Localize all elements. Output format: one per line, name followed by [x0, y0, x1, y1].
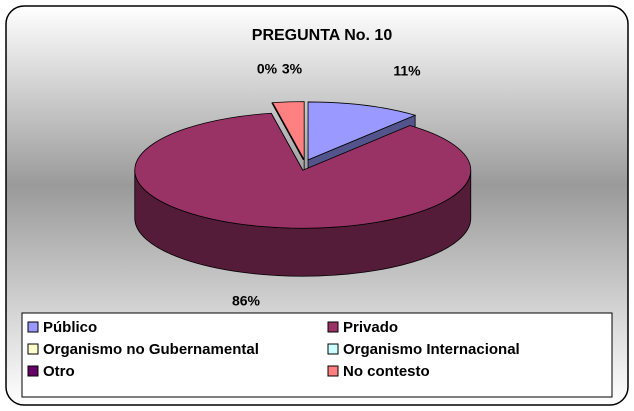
legend-label: Organismo no Gubernamental [43, 341, 259, 358]
slice [272, 101, 305, 160]
chart-title: PREGUNTA No. 10 [252, 27, 393, 44]
legend-swatch [327, 321, 339, 333]
legend-label: Otro [43, 363, 75, 380]
legend-swatch [327, 343, 339, 355]
data-label: 3% [282, 61, 303, 77]
legend-label: Organismo Internacional [343, 341, 520, 358]
legend-swatch [27, 321, 39, 333]
legend [21, 312, 613, 398]
data-label: 0% [257, 61, 278, 77]
legend-label: Público [43, 319, 97, 336]
data-label: 11% [393, 63, 421, 79]
legend-label: Privado [343, 319, 398, 336]
legend-swatch [327, 365, 339, 377]
legend-label: No contesto [343, 363, 430, 380]
legend-swatch [27, 365, 39, 377]
slice [307, 101, 417, 161]
slice [134, 112, 472, 229]
legend-swatch [27, 343, 39, 355]
data-label: 86% [232, 293, 261, 309]
